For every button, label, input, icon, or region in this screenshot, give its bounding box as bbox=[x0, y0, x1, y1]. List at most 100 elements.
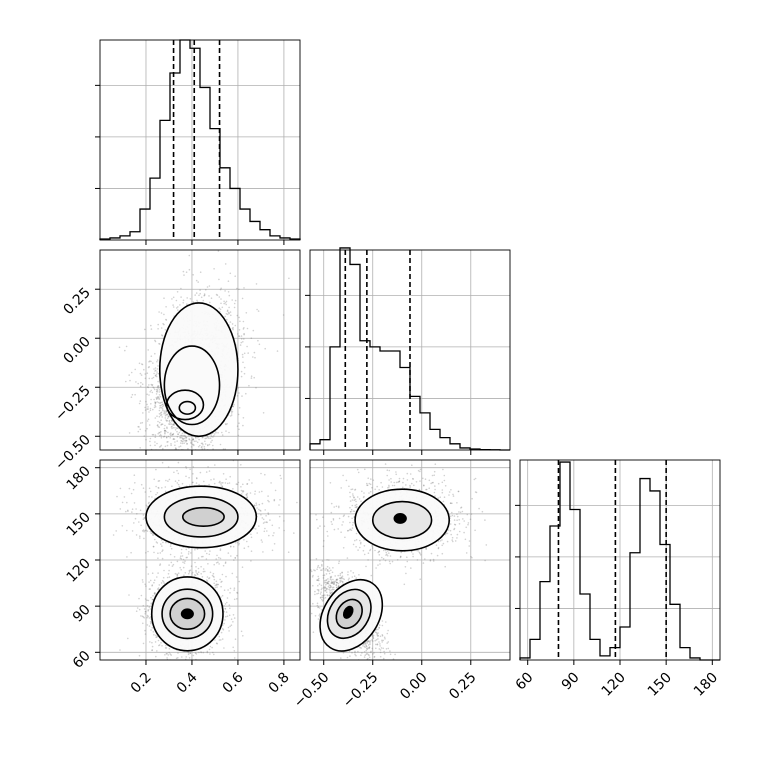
sample-point bbox=[163, 569, 165, 572]
sample-point bbox=[198, 651, 200, 654]
sample-point bbox=[185, 436, 188, 439]
sample-point bbox=[228, 294, 231, 297]
sample-point bbox=[153, 478, 155, 481]
sample-point bbox=[180, 558, 183, 560]
sample-point bbox=[260, 510, 262, 512]
sample-point bbox=[150, 603, 153, 605]
sample-point bbox=[162, 403, 164, 406]
sample-point bbox=[238, 580, 240, 583]
sample-point bbox=[134, 482, 136, 484]
sample-point bbox=[159, 445, 162, 448]
sample-point bbox=[181, 436, 183, 439]
sample-point bbox=[157, 385, 159, 387]
sample-point bbox=[146, 614, 149, 617]
sample-point bbox=[157, 365, 159, 367]
sample-point bbox=[178, 485, 181, 488]
sample-point bbox=[178, 446, 180, 448]
sample-point bbox=[226, 236, 228, 238]
sample-point bbox=[123, 496, 126, 498]
scatter-panel bbox=[99, 229, 301, 477]
sample-point bbox=[234, 557, 237, 559]
sample-point bbox=[155, 369, 157, 372]
sample-point bbox=[193, 665, 195, 667]
sample-point bbox=[158, 421, 161, 424]
sample-point bbox=[211, 574, 214, 577]
sample-point bbox=[247, 352, 249, 354]
sample-point bbox=[224, 448, 226, 450]
sample-point bbox=[149, 444, 152, 447]
sample-point bbox=[166, 426, 168, 429]
sample-point bbox=[225, 303, 227, 306]
sample-point bbox=[258, 503, 261, 506]
sample-point bbox=[143, 608, 146, 610]
sample-point bbox=[212, 448, 214, 450]
sample-point bbox=[154, 401, 157, 404]
sample-point bbox=[152, 534, 154, 536]
sample-point bbox=[256, 532, 259, 534]
sample-point bbox=[230, 414, 233, 416]
sample-point bbox=[227, 229, 229, 231]
sample-point bbox=[156, 492, 159, 494]
sample-point bbox=[179, 566, 181, 569]
sample-point bbox=[187, 455, 189, 457]
sample-point bbox=[139, 509, 142, 512]
sample-point bbox=[181, 463, 183, 465]
sample-point bbox=[225, 300, 228, 303]
sample-point bbox=[130, 492, 133, 495]
sample-point bbox=[171, 433, 174, 436]
panel-frame bbox=[99, 39, 301, 241]
sample-point bbox=[211, 439, 213, 442]
sample-point bbox=[137, 382, 139, 385]
sample-point bbox=[158, 480, 161, 482]
sample-point bbox=[145, 504, 148, 507]
sample-point bbox=[242, 341, 244, 343]
sample-point bbox=[249, 492, 252, 494]
sample-point bbox=[163, 430, 166, 432]
sample-point bbox=[151, 433, 154, 436]
sample-point bbox=[163, 436, 165, 438]
sample-point bbox=[183, 574, 185, 576]
sample-point bbox=[159, 564, 161, 566]
sample-point bbox=[229, 321, 232, 323]
sample-point bbox=[150, 622, 152, 625]
sample-point bbox=[165, 479, 167, 482]
sample-point bbox=[230, 410, 232, 412]
sample-point bbox=[183, 464, 185, 466]
sample-point bbox=[243, 332, 245, 335]
sample-point bbox=[200, 573, 202, 575]
sample-point bbox=[221, 485, 223, 488]
sample-point bbox=[173, 475, 175, 477]
sample-point bbox=[246, 327, 249, 330]
sample-point bbox=[166, 441, 168, 443]
sample-point bbox=[166, 456, 168, 458]
sample-point bbox=[158, 342, 160, 345]
sample-point bbox=[144, 430, 147, 432]
sample-point bbox=[189, 451, 191, 453]
sample-point bbox=[252, 329, 255, 332]
sample-point bbox=[142, 581, 144, 583]
sample-point bbox=[148, 501, 150, 504]
sample-point bbox=[195, 436, 197, 439]
sample-point bbox=[149, 360, 151, 362]
sample-point bbox=[278, 504, 280, 506]
sample-point bbox=[185, 656, 187, 658]
sample-point bbox=[166, 427, 168, 430]
sample-point bbox=[165, 306, 167, 308]
sample-point bbox=[254, 356, 256, 359]
sample-point bbox=[190, 446, 193, 448]
sample-point bbox=[221, 485, 224, 488]
sample-point bbox=[180, 442, 182, 444]
sample-point bbox=[161, 407, 163, 409]
sample-point bbox=[238, 422, 240, 425]
sample-point bbox=[173, 453, 175, 455]
sample-point bbox=[119, 487, 122, 490]
sample-point bbox=[210, 297, 213, 300]
sample-point bbox=[215, 293, 218, 296]
sample-point bbox=[162, 549, 164, 551]
sample-point bbox=[157, 424, 159, 426]
sample-point bbox=[176, 440, 178, 442]
sample-point bbox=[250, 550, 253, 552]
sample-point bbox=[150, 328, 153, 330]
sample-point bbox=[154, 403, 157, 405]
sample-point bbox=[144, 529, 146, 532]
